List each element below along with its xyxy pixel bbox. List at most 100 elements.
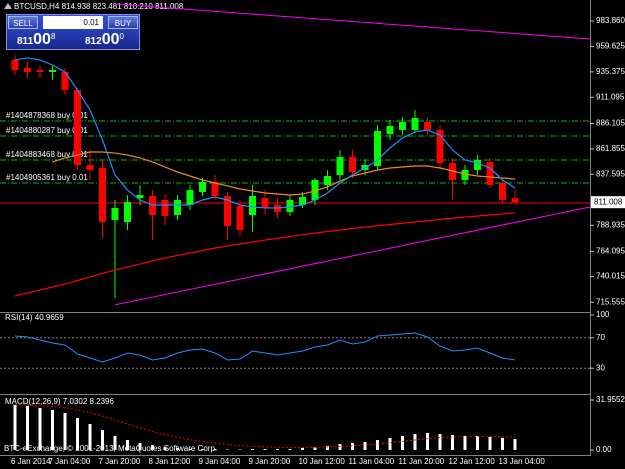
x-tick-label: 9 Jan 04:00 [199,457,241,466]
candle-body [411,118,419,130]
macd-bar [76,417,79,450]
copyright: BTC-eExchange, © 2001-2013, MetaQuotes S… [4,444,217,453]
ask-point: 0 [119,32,124,41]
candle-body [99,168,106,223]
macd-bar [176,447,179,450]
trend-line [114,3,591,40]
macd-bar [388,437,392,450]
candle-body [311,179,319,200]
order-label: #1404883468 buy 0.01 [6,150,88,159]
candle-body [224,196,231,226]
x-tick-label: 11 Jan 04:00 [349,457,395,466]
macd-bar [513,439,517,450]
macd-bar [26,405,29,450]
candle-body [499,183,506,200]
macd-bar [263,449,267,450]
y-tick-label: 837.595 [596,169,625,178]
macd-bar [63,412,67,450]
macd-bar [138,442,142,450]
macd-bar [426,432,429,450]
candle-body [424,122,431,130]
macd-bar [276,449,279,450]
x-tick-label: 8 Jan 12:00 [149,457,191,466]
signal-line [14,403,516,448]
macd-bar [376,439,379,450]
rsi-line [14,332,516,363]
x-tick-label: 12 Jan 12:00 [449,457,496,466]
bid-point: 8 [50,32,56,41]
macd-bar [101,429,104,450]
x-tick-label: 6 Jan 2014 [11,457,51,466]
candle-body [336,157,344,176]
macd-bar [413,434,417,450]
macd-bar [213,449,217,450]
x-tick-label: 7 Jan 04:00 [49,457,91,466]
candle-body [461,170,469,180]
macd-bar [288,449,292,450]
sell-button[interactable]: SELL [8,16,38,29]
macd-bar [51,409,54,450]
candle-body [386,125,394,134]
current-price-label: 811.008 [594,197,623,206]
macd-bar [126,439,129,450]
macd-bar [113,435,117,450]
macd-bar [201,449,204,450]
order-label: #1404880287 buy 0.01 [6,126,88,135]
bid-pips: 00 [33,31,51,48]
y-tick-label: 959.625 [596,42,625,51]
symbol-icon [4,3,12,9]
candle-body [236,205,244,230]
macd-bar [188,449,192,450]
trend-line [114,206,591,306]
macd-bar [38,407,42,450]
x-tick-label: 10 Jan 12:00 [299,457,346,466]
candle-body [211,181,219,197]
candle-body [174,199,181,215]
macd-bar [488,437,492,450]
moving-average [14,57,516,209]
candle-body [136,194,144,199]
candle-body [399,122,406,130]
y-tick-label: 0.00 [596,445,612,454]
candle-body [199,181,206,193]
x-tick-label: 9 Jan 20:00 [249,457,291,466]
macd-bar [401,435,404,450]
ask-prefix: 812 [85,36,102,47]
order-label: #1404878368 buy 0.01 [6,111,88,120]
candle-body [511,198,519,203]
macd-bar [88,424,92,450]
candle-body [161,199,169,217]
bid-prefix: 811 [17,36,34,47]
macd-bar [163,447,167,450]
y-tick-label: 30 [596,363,605,372]
macd-bar [313,447,317,450]
y-tick-label: 886.105 [596,119,625,128]
buy-button[interactable]: BUY [108,16,138,29]
candle-body [286,199,294,212]
moving-average [52,151,516,196]
y-tick-label: 861.855 [596,144,625,153]
lot-input[interactable]: 0.01 [43,16,103,29]
x-tick-label: 7 Jan 20:00 [99,457,141,466]
candle-body [436,129,444,163]
candle-body [474,159,481,171]
candle-body [324,175,331,186]
y-tick-label: 911.095 [596,92,625,101]
candle-body [61,72,69,91]
bid-quote: 811008 [17,31,55,49]
candle-body [124,201,131,223]
y-tick-label: 788.935 [596,220,625,229]
macd-bar [351,442,354,450]
candle-body [249,196,256,215]
y-tick-label: 983.860 [596,16,625,25]
candle-body [24,68,31,73]
macd-bar [438,434,442,450]
order-label: #1404905361 buy 0.01 [6,173,88,182]
x-tick-label: 13 Jan 04:00 [499,457,546,466]
y-tick-label: 100 [596,310,610,319]
candle-body [11,59,19,71]
chart-title: BTCUSD,H4 814.938 823.481 810.210 811.00… [14,2,184,11]
ask-quote: 812000 [85,31,124,49]
y-tick-label: 70 [596,333,605,342]
